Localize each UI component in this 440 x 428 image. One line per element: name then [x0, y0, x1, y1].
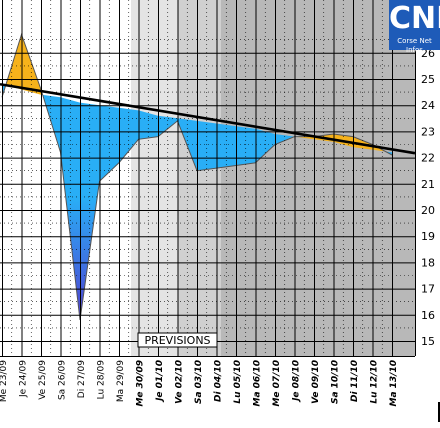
x-tick-label: Di 27/09: [77, 360, 87, 399]
area-below-trend: [236, 126, 256, 166]
forecast-band-medium: [178, 0, 221, 356]
x-tick-label: Je 08/10: [292, 360, 302, 403]
x-tick-label: Di 04/10: [214, 360, 224, 402]
y-tick-label: 18: [421, 256, 435, 269]
x-tick-label: Sa 03/10: [194, 360, 204, 404]
y-tick-label: 26: [421, 47, 435, 60]
x-tick-label: Lu 28/09: [97, 360, 107, 400]
forecast-band-dark: [221, 0, 415, 356]
cni-logo: CNI Corse Net Infos: [389, 0, 440, 54]
x-tick-label: Ma 13/10: [389, 360, 399, 407]
trend-line-group: [0, 82, 416, 155]
area-below-trend: [275, 134, 295, 145]
x-tick-label: Me 23/09: [0, 360, 9, 402]
x-tick-label: Di 11/10: [350, 360, 360, 402]
logo-title: CNI: [389, 1, 440, 36]
x-tick-label: Sa 26/09: [58, 360, 68, 400]
y-tick-label: 23: [421, 125, 435, 138]
y-tick-label: 24: [421, 99, 435, 112]
x-tick-label: Lu 12/10: [370, 360, 380, 404]
previsions-label-group: PREVISIONS: [137, 332, 218, 348]
x-tick-label: Me 07/10: [272, 360, 282, 407]
area-below-trend: [255, 128, 275, 163]
y-tick-label: 20: [421, 204, 435, 217]
area-below-trend: [158, 115, 178, 137]
x-tick-label: Ma 29/09: [116, 360, 126, 402]
area-below-trend: [119, 107, 139, 163]
y-tick-label: 25: [421, 73, 435, 86]
y-tick-label: 16: [421, 309, 435, 322]
y-axis: 15 16 17 18 19 20 21 22 23 24 25 26: [421, 47, 435, 348]
x-tick-label: Je 24/09: [19, 360, 29, 398]
previsions-label: PREVISIONS: [144, 334, 210, 347]
y-tick-label: 21: [421, 178, 435, 191]
trend-line: [0, 82, 416, 155]
x-tick-label: Ve 09/10: [311, 360, 321, 404]
x-tick-label: Ve 25/09: [38, 360, 48, 400]
x-axis: Me 23/09 Je 24/09 Ve 25/09 Sa 26/09 Di 27/09…: [0, 360, 399, 407]
x-tick-label: Je 01/10: [155, 360, 165, 403]
grid-lines: [0, 0, 416, 357]
y-tick-label: 19: [421, 230, 435, 243]
x-tick-label: Ve 02/10: [175, 360, 185, 404]
x-tick-label: Ma 06/10: [253, 360, 263, 407]
area-above-trend: [294, 136, 314, 140]
y-tick-label: 17: [421, 283, 435, 296]
area-below-trend: [99, 105, 119, 182]
logo-subtitle: Corse Net Infos: [397, 37, 432, 54]
y-tick-label: 15: [421, 335, 435, 348]
x-tick-label: Sa 10/10: [331, 360, 341, 404]
y-tick-label: 22: [421, 152, 435, 165]
x-tick-label: Lu 05/10: [233, 360, 243, 404]
text-cursor: [438, 402, 440, 422]
area-below-trend: [216, 123, 236, 169]
previsions-box: [137, 332, 218, 348]
area-below-trend: [80, 102, 100, 320]
x-tick-label: Me 30/09: [136, 360, 146, 407]
